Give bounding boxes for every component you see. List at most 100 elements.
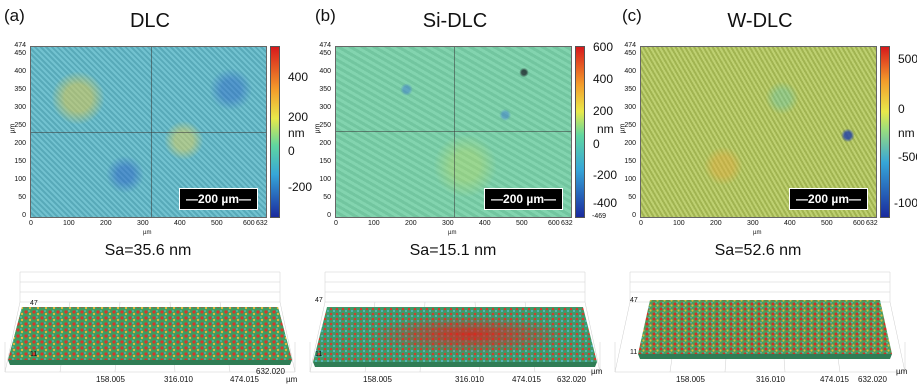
x-tick: 632 bbox=[866, 220, 878, 227]
colorbar-min-label: -469 bbox=[592, 213, 607, 220]
bottom-tick: 632.020 bbox=[557, 375, 586, 384]
y-tick: 100 bbox=[624, 176, 636, 183]
y-tick: 0 bbox=[327, 212, 331, 219]
bottom-tick: 316.010 bbox=[455, 375, 484, 384]
surface-roughness-sa: Sa=35.6 nm bbox=[104, 242, 192, 259]
x-tick: 0 bbox=[29, 220, 33, 227]
y-tick: 0 bbox=[632, 212, 636, 219]
scale-bar-label: 200 µm bbox=[503, 192, 544, 206]
colorbar-unit: nm bbox=[597, 122, 614, 136]
y-tick: 50 bbox=[18, 194, 26, 201]
x-tick: 300 bbox=[442, 220, 454, 227]
y-tick: 400 bbox=[14, 68, 26, 75]
x-tick: 0 bbox=[334, 220, 338, 227]
panel-title: Si-DLC bbox=[422, 10, 488, 32]
x-tick: 0 bbox=[639, 220, 643, 227]
surface-height-map: —200 µm— bbox=[640, 46, 877, 218]
bottom-tick: 474.015 bbox=[512, 375, 541, 384]
colorbar-tick: 0 bbox=[288, 144, 295, 158]
colorbar-tick: 400 bbox=[593, 72, 614, 86]
x-tick: 600 bbox=[243, 220, 255, 227]
colorbar-tick: -200 bbox=[288, 180, 313, 194]
x-axis-label: µm bbox=[143, 230, 152, 236]
x-tick: 400 bbox=[784, 220, 796, 227]
colorbar-tick: -200 bbox=[593, 168, 618, 182]
x-tick: 500 bbox=[211, 220, 223, 227]
y-tick: 350 bbox=[14, 86, 26, 93]
y-tick: 200 bbox=[14, 140, 26, 147]
x-tick: 600 bbox=[853, 220, 865, 227]
y-tick: 450 bbox=[624, 50, 636, 57]
y-tick: 300 bbox=[624, 104, 636, 111]
colorbar-unit: nm bbox=[288, 126, 305, 140]
x-tick: 200 bbox=[405, 220, 417, 227]
panel-dlc: (a) DLC µm 474 450 400 350 300 250 200 1… bbox=[0, 0, 312, 387]
surface-side-label: 47 bbox=[630, 297, 638, 304]
y-tick: 200 bbox=[624, 140, 636, 147]
bottom-tick: 316.010 bbox=[164, 375, 193, 384]
x-tick: 632 bbox=[561, 220, 573, 227]
bottom-tick: 316.010 bbox=[756, 375, 785, 384]
x-tick: 300 bbox=[747, 220, 759, 227]
surface-side-label: 47 bbox=[315, 297, 323, 304]
y-tick: 150 bbox=[319, 158, 331, 165]
panel-tag: (b) bbox=[315, 6, 336, 25]
colorbar bbox=[880, 46, 890, 218]
colorbar-tick: 0 bbox=[593, 137, 600, 151]
surface-height-map: —200 µm— bbox=[335, 46, 572, 218]
y-tick: 400 bbox=[319, 68, 331, 75]
surface-height-map: —200 µm— bbox=[30, 46, 267, 218]
colorbar bbox=[270, 46, 280, 218]
colorbar-tick: -400 bbox=[593, 196, 618, 210]
y-tick: 250 bbox=[14, 122, 26, 129]
x-tick: 400 bbox=[174, 220, 186, 227]
colorbar-tick: 0 bbox=[898, 102, 905, 116]
surface-roughness-sa: Sa=15.1 nm bbox=[409, 242, 497, 259]
colorbar-tick: -500 bbox=[898, 150, 917, 164]
x-tick: 100 bbox=[673, 220, 685, 227]
scale-bar: —200 µm— bbox=[484, 188, 563, 210]
3d-surface-plot bbox=[614, 271, 906, 373]
colorbar-tick: -1000 bbox=[894, 196, 917, 210]
x-tick: 300 bbox=[137, 220, 149, 227]
colorbar bbox=[575, 46, 585, 218]
x-tick: 200 bbox=[100, 220, 112, 227]
bottom-tick: 474.015 bbox=[820, 375, 849, 384]
x-axis-label: µm bbox=[753, 230, 762, 236]
panel-tag: (a) bbox=[4, 6, 25, 25]
bottom-tick: 632.020 bbox=[256, 367, 285, 376]
scale-bar: —200 µm— bbox=[789, 188, 868, 210]
y-tick: 474 bbox=[624, 42, 636, 49]
y-tick: 400 bbox=[624, 68, 636, 75]
colorbar-tick: 500 bbox=[898, 52, 917, 66]
crosshair-vertical bbox=[454, 47, 455, 217]
x-tick: 100 bbox=[368, 220, 380, 227]
scale-bar-label: 200 µm bbox=[198, 192, 239, 206]
3d-surface-plot bbox=[4, 271, 296, 373]
colorbar-unit: nm bbox=[898, 126, 915, 140]
y-tick: 350 bbox=[624, 86, 636, 93]
bottom-tick: 158.005 bbox=[96, 375, 125, 384]
bottom-tick: 632.020 bbox=[858, 375, 887, 384]
y-tick: 474 bbox=[14, 42, 26, 49]
panel-tag: (c) bbox=[622, 6, 642, 25]
surface-side-label: 47 bbox=[30, 300, 38, 307]
y-tick: 300 bbox=[14, 104, 26, 111]
y-tick: 250 bbox=[319, 122, 331, 129]
x-axis-label: µm bbox=[448, 230, 457, 236]
bottom-unit: µm bbox=[591, 367, 603, 376]
y-tick: 300 bbox=[319, 104, 331, 111]
bottom-tick: 158.005 bbox=[363, 375, 392, 384]
3d-surface-plot bbox=[309, 271, 601, 373]
y-tick: 50 bbox=[323, 194, 331, 201]
surface-side-label: 11 bbox=[30, 351, 38, 358]
surface-side-label: 11 bbox=[630, 349, 638, 356]
surface-roughness-sa: Sa=52.6 nm bbox=[714, 242, 802, 259]
y-tick: 100 bbox=[14, 176, 26, 183]
y-tick: 450 bbox=[319, 50, 331, 57]
colorbar-tick: 200 bbox=[593, 104, 614, 118]
crosshair-horizontal bbox=[336, 131, 571, 132]
panel-w-dlc: (c) W-DLC µm 474 450 400 350 300 250 200… bbox=[610, 0, 917, 387]
x-tick: 400 bbox=[479, 220, 491, 227]
y-tick: 100 bbox=[319, 176, 331, 183]
